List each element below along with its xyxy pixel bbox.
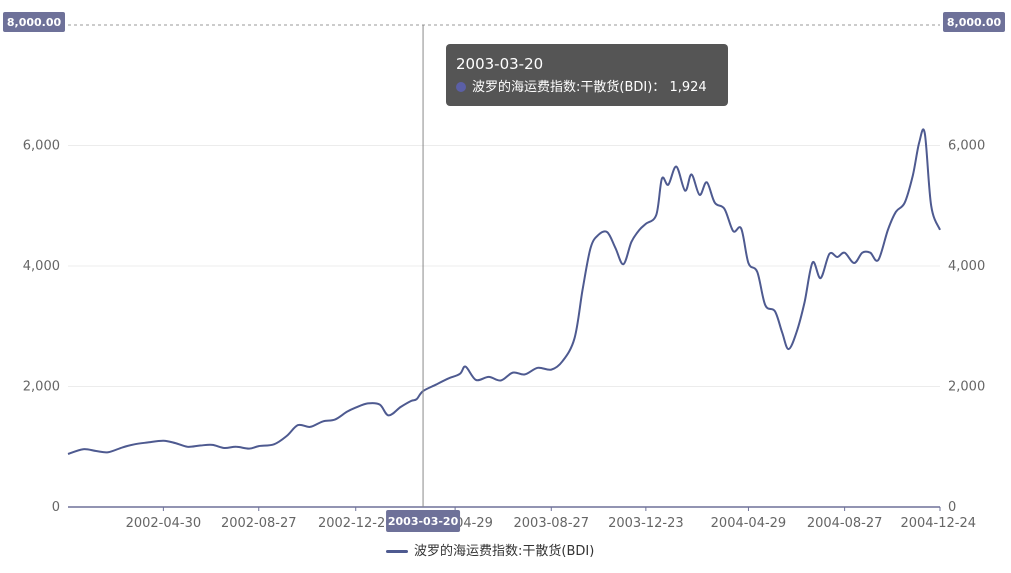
tooltip-row: 波罗的海运费指数:干散货(BDI)： 1,924 (456, 77, 718, 99)
x-tick-label: 2002-08-27 (221, 516, 297, 531)
y-tick-label-right: 2,000 (948, 380, 985, 395)
x-tick-label: 2002-04-30 (126, 516, 202, 531)
tooltip: 2003-03-20 波罗的海运费指数:干散货(BDI)： 1,924 (446, 44, 728, 106)
x-tick-label: 2004-12-24 (900, 516, 976, 531)
crosshair-x-badge: 2003-03-20 (388, 515, 459, 528)
y-axis-left-max-badge: 8,000.00 (7, 16, 62, 29)
crosshair-x-badge-bg (386, 510, 461, 532)
x-tick-label: 2002-12-26 (318, 516, 394, 531)
x-tick-label: 2003-08-27 (514, 516, 590, 531)
y-tick-label-right: 4,000 (948, 259, 985, 274)
y-tick-label-left: 0 (52, 500, 60, 515)
x-tick-label: 2004-04-29 (711, 516, 787, 531)
series-layer (67, 128, 941, 455)
y-tick-label-left: 6,000 (23, 139, 60, 154)
y-tick-label-left: 2,000 (23, 380, 60, 395)
y-axis-right-max-badge-bg (943, 12, 1005, 32)
tooltip-value: 1,924 (669, 80, 707, 95)
x-tick-label: 2003-12-23 (608, 516, 684, 531)
legend-series-name: 波罗的海运费指数:干散货(BDI) (414, 544, 595, 559)
tooltip-date: 2003-03-20 (456, 55, 544, 73)
y-axis-right-max-badge: 8,000.00 (947, 16, 1002, 29)
legend[interactable]: 波罗的海运费指数:干散货(BDI) (386, 540, 594, 560)
legend-line-swatch-icon (386, 550, 408, 553)
tooltip-series-label: 波罗的海运费指数:干散货(BDI)： (472, 80, 666, 95)
crosshair-layer: 2003-03-20 (386, 25, 461, 532)
y-tick-label-left: 4,000 (23, 259, 60, 274)
y-axis-left-max-badge-bg (3, 12, 65, 32)
y-tick-label-right: 6,000 (948, 139, 985, 154)
grid-layer (68, 24, 940, 387)
y-tick-label-right: 0 (948, 500, 956, 515)
x-tick-label: 2004-08-27 (807, 516, 883, 531)
series-line-0 (67, 128, 941, 455)
tooltip-series-dot-icon (456, 82, 466, 92)
